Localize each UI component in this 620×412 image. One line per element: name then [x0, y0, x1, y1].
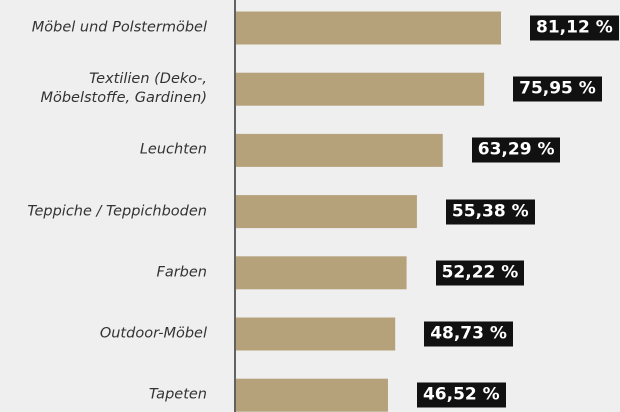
value-label: 75,95 % — [513, 76, 602, 102]
category-label: Outdoor-Möbel — [99, 325, 207, 342]
bar — [236, 72, 485, 106]
category-label: Farben — [156, 264, 207, 281]
category-label: Leuchten — [139, 141, 207, 158]
bar — [236, 378, 388, 412]
value-label: 55,38 % — [445, 199, 535, 225]
bar — [236, 11, 501, 45]
value-label: 52,22 % — [435, 260, 525, 286]
value-label: 63,29 % — [471, 137, 561, 163]
bar — [236, 317, 396, 351]
value-label: 48,73 % — [424, 321, 513, 347]
category-label: Teppiche / Teppichboden — [27, 203, 207, 220]
bar — [236, 133, 443, 167]
category-label: Tapeten — [148, 386, 207, 403]
category-label: Textilien (Deko-, Möbelstoffe, Gardinen) — [40, 71, 207, 107]
value-label: 81,12 % — [530, 15, 619, 41]
category-label: Möbel und Polstermöbel — [31, 19, 207, 36]
bar — [236, 195, 417, 229]
bar — [236, 256, 407, 290]
value-label: 46,52 % — [416, 382, 506, 408]
